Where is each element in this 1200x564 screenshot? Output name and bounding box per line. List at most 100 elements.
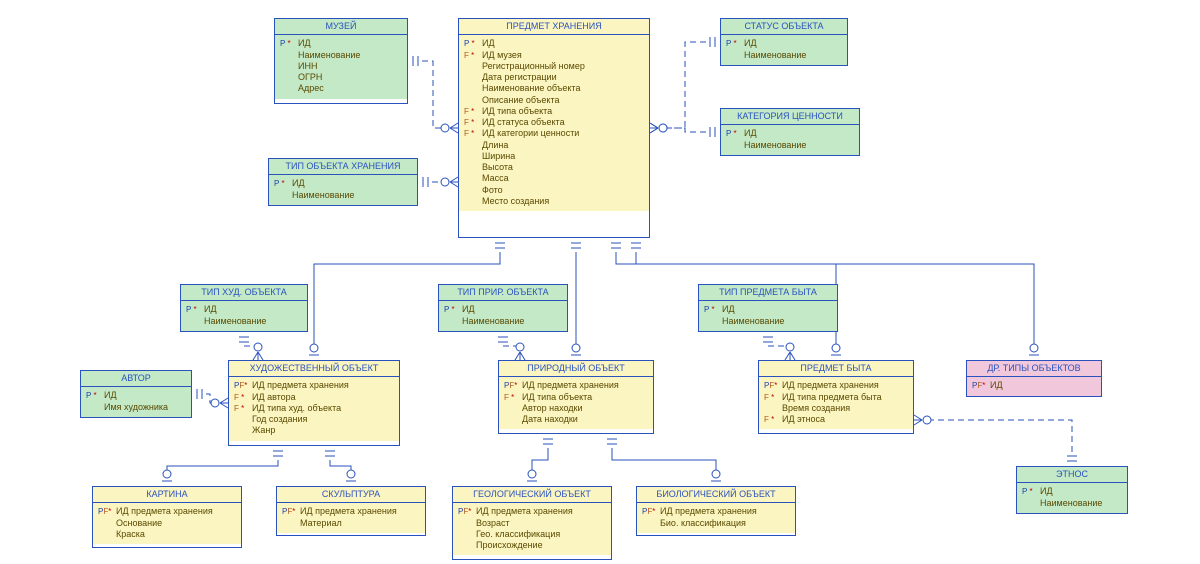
attr-row: PF*ИД <box>972 380 1096 391</box>
attr-row: Наименование <box>186 316 302 327</box>
attr-row: F *ИД статуса объекта <box>464 117 644 128</box>
attr-row: Масса <box>464 173 644 184</box>
attr-marks: P * <box>280 39 298 49</box>
attr-row: Наименование <box>274 190 412 201</box>
attr-row: Адрес <box>280 83 402 94</box>
attr-name: Наименование <box>462 316 562 327</box>
attr-row: P *ИД <box>726 38 842 49</box>
attr-name: ИД <box>292 178 412 189</box>
attr-marks: P * <box>726 129 744 139</box>
attr-name: Наименование <box>204 316 302 327</box>
attr-row: Наименование <box>1022 498 1122 509</box>
attr-row: PF*ИД предмета хранения <box>504 380 648 391</box>
entity-storage_item: ПРЕДМЕТ ХРАНЕНИЯP *ИДF *ИД музеяРегистра… <box>458 18 650 238</box>
entity-ethnos: ЭТНОСP *ИДНаименование <box>1016 466 1128 514</box>
entity-body: PF*ИД предмета храненияВозрастГео. класс… <box>453 503 611 555</box>
entity-title: ТИП ПРЕДМЕТА БЫТА <box>699 285 837 301</box>
entity-body: P *ИДНаименование <box>1017 483 1127 513</box>
attr-row: Имя художника <box>86 402 186 413</box>
entity-storage_type: ТИП ОБЪЕКТА ХРАНЕНИЯP *ИДНаименование <box>268 158 418 206</box>
attr-row: F *ИД типа предмета быта <box>764 392 908 403</box>
attr-row: Наименование <box>280 50 402 61</box>
attr-row: P *ИД <box>280 38 402 49</box>
entity-byt_type: ТИП ПРЕДМЕТА БЫТА P *ИДНаименование <box>698 284 838 332</box>
attr-name: Наименование <box>292 190 412 201</box>
entity-art_obj: ХУДОЖЕСТВЕННЫЙ ОБЪЕКТPF*ИД предмета хран… <box>228 360 400 446</box>
attr-name: Время создания <box>782 403 908 414</box>
entity-geo_obj: ГЕОЛОГИЧЕСКИЙ ОБЪЕКТPF*ИД предмета хране… <box>452 486 612 560</box>
attr-row: Основание <box>98 518 236 529</box>
entity-body: PF*ИД предмета храненияБио. классификаци… <box>637 503 795 533</box>
attr-name: ИД автора <box>252 392 394 403</box>
attr-row: F *ИД типа худ. объекта <box>234 403 394 414</box>
attr-name: ИД этноса <box>782 414 908 425</box>
attr-marks: F * <box>464 107 482 117</box>
entity-nat_type: ТИП ПРИР. ОБЪЕКТАP *ИДНаименование <box>438 284 568 332</box>
attr-row: Возраст <box>458 518 606 529</box>
attr-name: Описание объекта <box>482 95 644 106</box>
attr-name: ИД <box>722 304 832 315</box>
attr-row: PF*ИД предмета хранения <box>458 506 606 517</box>
attr-name: ИД типа предмета быта <box>782 392 908 403</box>
entity-body: P *ИДНаименование <box>721 35 847 65</box>
attr-name: Наименование объекта <box>482 83 644 94</box>
attr-row: Материал <box>282 518 420 529</box>
attr-marks: PF* <box>972 381 990 391</box>
attr-name: Длина <box>482 140 644 151</box>
attr-marks: P * <box>464 39 482 49</box>
er-diagram-canvas: МУЗЕЙP *ИДНаименованиеИННОГРНАдресПРЕДМЕ… <box>0 0 1200 564</box>
attr-marks: P * <box>86 391 104 401</box>
attr-name: ИНН <box>298 61 402 72</box>
entity-body: PF*ИД предмета храненияF *ИД типа предме… <box>759 377 913 429</box>
attr-marks: P * <box>186 305 204 315</box>
attr-name: Регистрационный номер <box>482 61 644 72</box>
attr-name: ИД <box>462 304 562 315</box>
attr-name: Адрес <box>298 83 402 94</box>
attr-name: Имя художника <box>104 402 186 413</box>
attr-name: ИД <box>744 38 842 49</box>
attr-marks: PF* <box>642 507 660 517</box>
attr-row: F *ИД автора <box>234 392 394 403</box>
attr-name: ИД предмета хранения <box>782 380 908 391</box>
attr-name: Наименование <box>744 140 854 151</box>
attr-name: ИД предмета хранения <box>300 506 420 517</box>
attr-row: P *ИД <box>1022 486 1122 497</box>
entity-art_type: ТИП ХУД. ОБЪЕКТАP *ИДНаименование <box>180 284 308 332</box>
attr-marks: F * <box>504 393 522 403</box>
attr-name: Гео. классификация <box>476 529 606 540</box>
entity-body: P *ИДНаименование <box>269 175 417 205</box>
attr-row: Наименование <box>704 316 832 327</box>
entity-title: ГЕОЛОГИЧЕСКИЙ ОБЪЕКТ <box>453 487 611 503</box>
attr-row: Био. классификация <box>642 518 790 529</box>
entity-title: ПРИРОДНЫЙ ОБЪЕКТ <box>499 361 653 377</box>
attr-row: PF*ИД предмета хранения <box>282 506 420 517</box>
entity-title: ПРЕДМЕТ БЫТА <box>759 361 913 377</box>
attr-name: Наименование <box>298 50 402 61</box>
entity-title: СКУЛЬПТУРА <box>277 487 425 503</box>
attr-marks: PF* <box>458 507 476 517</box>
entity-title: ДР. ТИПЫ ОБЪЕКТОВ <box>967 361 1101 377</box>
attr-name: Дата находки <box>522 414 648 425</box>
attr-row: Наименование <box>726 140 854 151</box>
attr-row: ОГРН <box>280 72 402 83</box>
attr-name: ИД <box>104 390 186 401</box>
attr-row: P *ИД <box>464 38 644 49</box>
attr-marks: F * <box>764 393 782 403</box>
attr-row: Происхождение <box>458 540 606 551</box>
entity-sculpture: СКУЛЬПТУРА PF*ИД предмета храненияМатериа… <box>276 486 426 536</box>
entity-title: ПРЕДМЕТ ХРАНЕНИЯ <box>459 19 649 35</box>
attr-row: Гео. классификация <box>458 529 606 540</box>
entity-body: PF*ИД предмета храненияF *ИД типа объект… <box>499 377 653 429</box>
attr-name: ИД <box>298 38 402 49</box>
attr-name: Масса <box>482 173 644 184</box>
attr-row: Наименование <box>726 50 842 61</box>
attr-row: PF*ИД предмета хранения <box>98 506 236 517</box>
attr-name: Наименование <box>744 50 842 61</box>
entity-body: P *ИДНаименование <box>181 301 307 331</box>
entity-title: БИОЛОГИЧЕСКИЙ ОБЪЕКТ <box>637 487 795 503</box>
entity-body: PF*ИД предмета храненияОснованиеКраска <box>93 503 241 544</box>
attr-marks: P * <box>704 305 722 315</box>
attr-marks: PF* <box>234 381 252 391</box>
attr-marks: P * <box>1022 487 1040 497</box>
attr-name: Место создания <box>482 196 644 207</box>
